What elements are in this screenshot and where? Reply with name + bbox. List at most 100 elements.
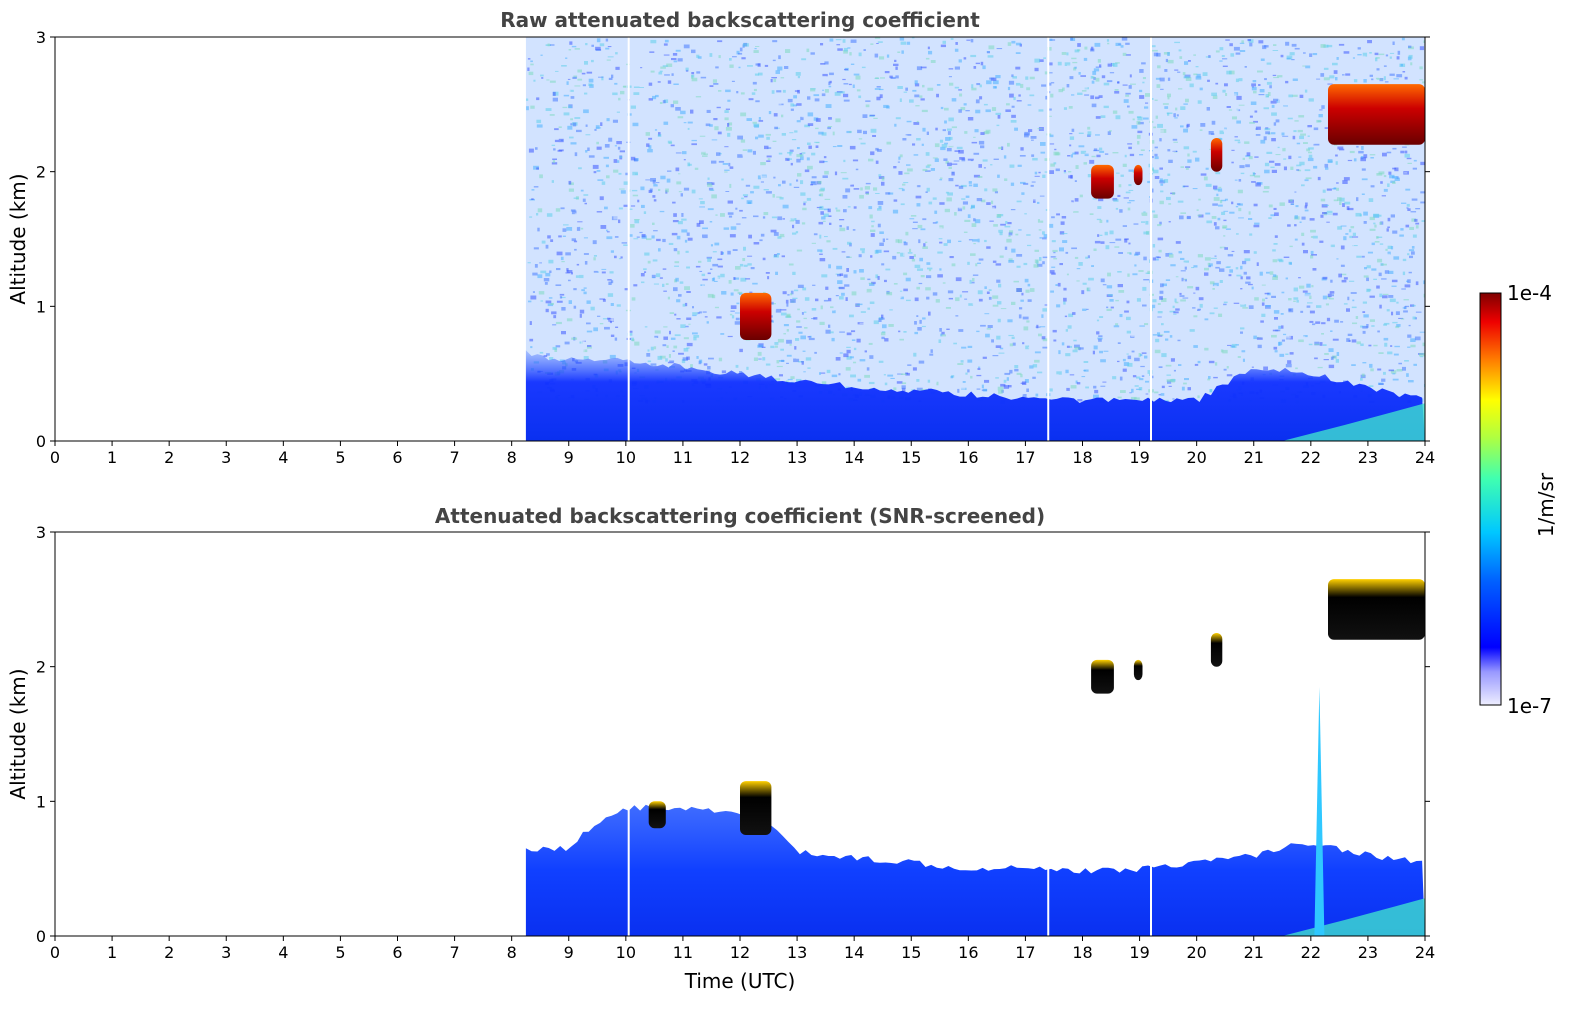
noise-cell — [1160, 190, 1164, 193]
noise-cell — [1077, 43, 1081, 47]
noise-cell — [1057, 61, 1062, 66]
noise-cell — [1167, 96, 1170, 100]
noise-cell — [1069, 144, 1072, 147]
noise-cell — [828, 264, 831, 269]
noise-cell — [1288, 155, 1292, 160]
noise-cell — [1263, 45, 1269, 48]
noise-cell — [1291, 59, 1295, 61]
noise-cell — [528, 219, 533, 223]
noise-cell — [574, 85, 581, 87]
noise-cell — [1285, 353, 1289, 355]
noise-cell — [903, 182, 909, 184]
noise-cell — [1017, 164, 1022, 167]
noise-cell — [1192, 90, 1196, 95]
noise-cell — [1400, 210, 1404, 212]
noise-cell — [1367, 383, 1373, 386]
noise-cell — [1061, 216, 1067, 219]
noise-cell — [1184, 279, 1187, 282]
noise-cell — [1269, 85, 1272, 89]
noise-cell — [884, 259, 889, 263]
noise-cell — [879, 56, 885, 60]
noise-cell — [807, 142, 811, 145]
noise-cell — [1154, 99, 1158, 101]
noise-cell — [1166, 374, 1171, 376]
noise-cell — [786, 159, 790, 161]
noise-cell — [880, 77, 885, 79]
noise-cell — [997, 386, 1004, 391]
noise-cell — [753, 123, 760, 127]
noise-cell — [562, 235, 566, 237]
noise-cell — [1168, 221, 1171, 223]
noise-cell — [786, 362, 789, 364]
noise-cell — [1281, 325, 1284, 329]
noise-cell — [1388, 369, 1394, 372]
noise-cell — [797, 147, 800, 150]
noise-cell — [1241, 40, 1244, 44]
noise-cell — [1035, 234, 1040, 236]
noise-cell — [1379, 221, 1382, 225]
noise-cell — [676, 318, 681, 320]
noise-cell — [641, 146, 646, 150]
noise-cell — [959, 157, 965, 160]
noise-cell — [1304, 205, 1308, 209]
noise-cell — [1012, 76, 1017, 79]
noise-cell — [1283, 105, 1288, 107]
noise-cell — [1383, 323, 1387, 326]
noise-cell — [955, 315, 959, 317]
noise-cell — [957, 350, 963, 353]
noise-cell — [1391, 285, 1397, 287]
noise-cell — [1373, 213, 1379, 217]
noise-cell — [765, 363, 771, 366]
noise-cell — [696, 54, 700, 58]
noise-cell — [1329, 297, 1334, 300]
noise-cell — [1363, 221, 1367, 224]
noise-cell — [1207, 262, 1211, 266]
noise-cell — [1214, 121, 1220, 124]
x-tick-label: 20 — [1186, 943, 1206, 962]
noise-cell — [843, 47, 848, 52]
noise-cell — [1009, 230, 1014, 234]
noise-cell — [858, 95, 862, 99]
noise-cell — [1173, 311, 1179, 314]
noise-cell — [1089, 159, 1095, 164]
noise-cell — [1272, 274, 1277, 277]
noise-cell — [1366, 277, 1369, 282]
noise-cell — [1247, 39, 1251, 42]
noise-cell — [1389, 228, 1395, 230]
noise-cell — [652, 195, 656, 198]
noise-cell — [1385, 54, 1389, 57]
noise-cell — [946, 148, 952, 152]
noise-cell — [852, 229, 856, 231]
noise-cell — [597, 315, 601, 317]
noise-cell — [1362, 225, 1367, 229]
noise-cell — [750, 191, 754, 194]
noise-cell — [942, 282, 946, 284]
noise-cell — [543, 355, 548, 358]
noise-cell — [676, 235, 681, 240]
noise-cell — [913, 122, 920, 125]
noise-cell — [849, 145, 856, 150]
noise-cell — [1273, 290, 1280, 295]
noise-cell — [1336, 258, 1339, 260]
noise-cell — [1256, 97, 1261, 101]
noise-cell — [689, 127, 692, 131]
noise-cell — [754, 48, 757, 50]
noise-cell — [893, 283, 898, 285]
noise-cell — [907, 168, 913, 172]
noise-cell — [792, 224, 795, 229]
noise-cell — [645, 132, 650, 136]
noise-cell — [795, 219, 800, 224]
noise-cell — [1009, 369, 1013, 374]
noise-cell — [878, 360, 884, 363]
noise-cell — [1363, 79, 1367, 83]
noise-cell — [537, 208, 543, 213]
noise-cell — [1033, 264, 1039, 268]
x-tick-label: 19 — [1129, 448, 1149, 467]
noise-cell — [1225, 228, 1231, 230]
noise-cell — [1231, 98, 1236, 102]
noise-cell — [617, 160, 620, 163]
noise-cell — [1275, 329, 1281, 332]
noise-cell — [707, 47, 711, 50]
noise-cell — [1381, 195, 1386, 197]
noise-cell — [1067, 64, 1073, 67]
